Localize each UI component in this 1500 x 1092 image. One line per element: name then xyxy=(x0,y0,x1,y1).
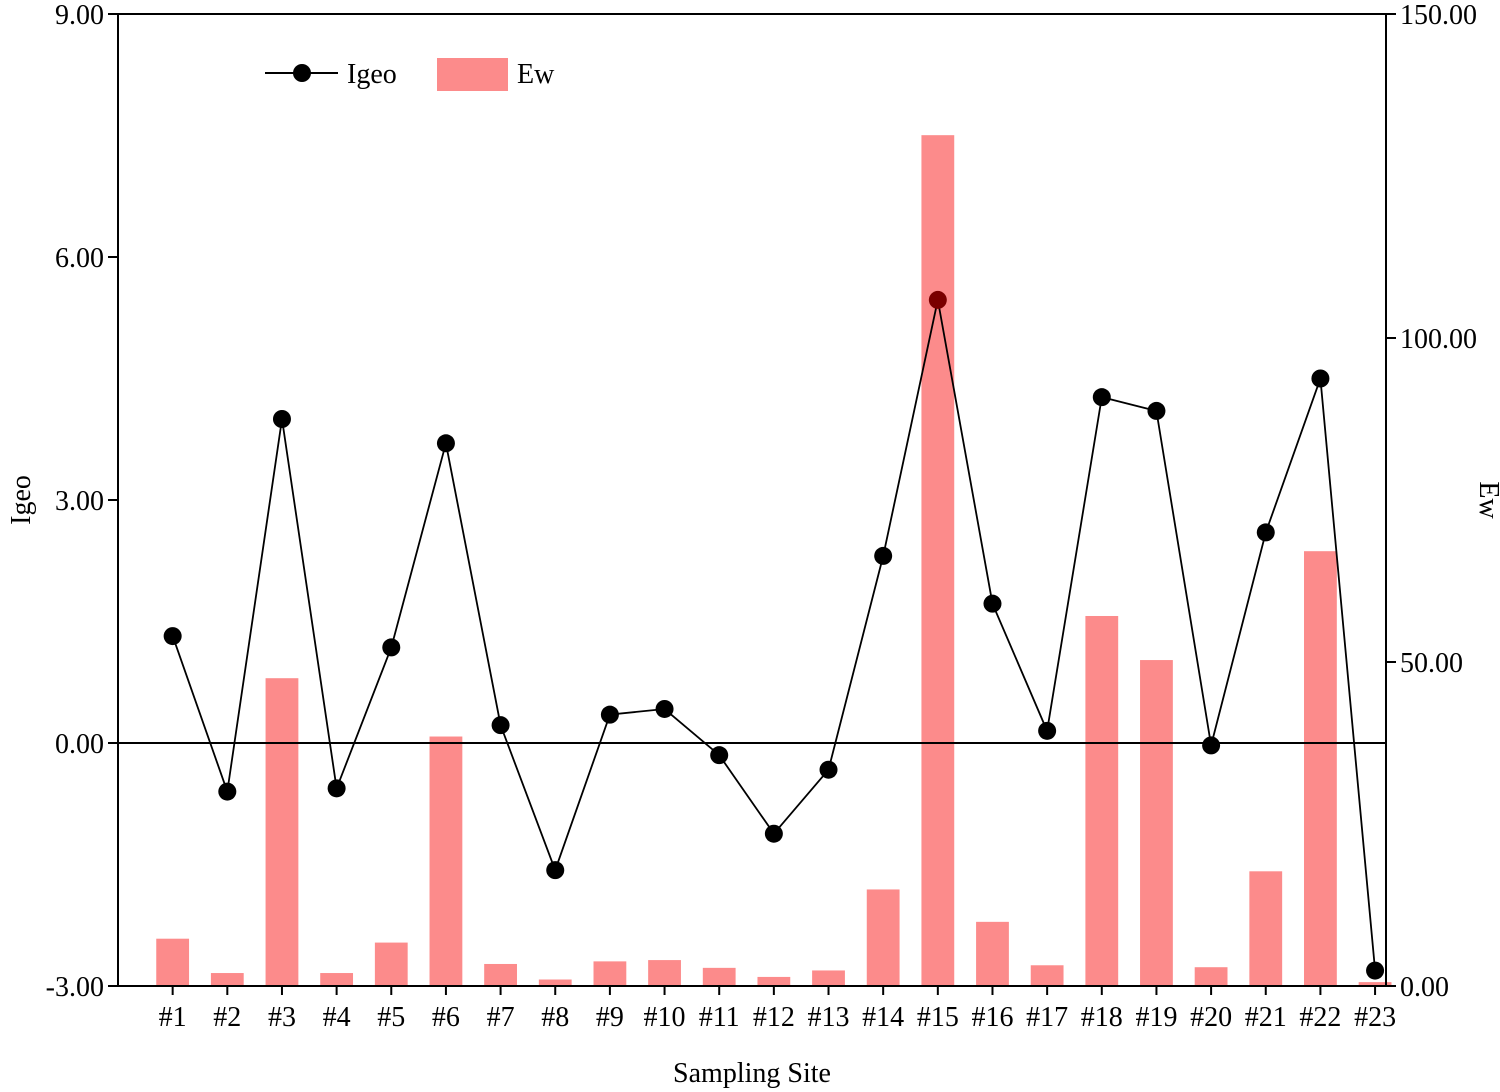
legend: Igeo Ew xyxy=(265,58,555,91)
x-tick-label-17: #17 xyxy=(1026,1002,1068,1033)
x-tick-label-19: #19 xyxy=(1135,1002,1177,1033)
x-tick-label-15: #15 xyxy=(917,1002,959,1033)
right-tick-label-1: 50.00 xyxy=(1400,648,1463,679)
igeo-point-13 xyxy=(819,760,838,779)
igeo-point-15 xyxy=(928,290,947,309)
ew-bar-5 xyxy=(374,942,408,986)
ew-bar-20 xyxy=(1194,967,1228,986)
ew-bar-23 xyxy=(1358,982,1392,986)
igeo-point-21 xyxy=(1256,523,1275,542)
left-tick-label-4: 9.00 xyxy=(55,0,104,31)
x-tick-label-14: #14 xyxy=(862,1002,904,1033)
x-tick-label-8: #8 xyxy=(541,1002,569,1033)
x-axis-title: Sampling Site xyxy=(673,1058,831,1089)
left-tick-label-1: 0.00 xyxy=(55,729,104,760)
right-tick-label-3: 150.00 xyxy=(1400,0,1477,31)
y-axis-title: Igeo xyxy=(6,475,37,525)
x-axis: #1 #2 #3 #4 #5 #6 #7 #8 #9 #10 #11 #12 #13 #14 #15 #16 #… xyxy=(159,986,1396,1033)
igeo-point-6 xyxy=(436,434,455,453)
ew-bar-1 xyxy=(156,938,190,986)
igeo-point-20 xyxy=(1202,736,1221,755)
ew-bar-21 xyxy=(1249,871,1283,986)
ew-bar-18 xyxy=(1085,615,1119,986)
x-tick-label-16: #16 xyxy=(971,1002,1013,1033)
x-tick-label-22: #22 xyxy=(1299,1002,1341,1033)
right-axis: 0.00 50.00 100.00 150.00 xyxy=(1386,0,1477,1003)
left-tick-label-0: -3.00 xyxy=(46,972,104,1003)
ew-bar-12 xyxy=(757,976,791,986)
x-tick-label-6: #6 xyxy=(432,1002,460,1033)
left-tick-label-2: 3.00 xyxy=(55,486,104,517)
x-tick-label-2: #2 xyxy=(213,1002,241,1033)
ew-bar-4 xyxy=(320,973,354,986)
igeo-point-10 xyxy=(655,699,674,718)
left-axis: -3.00 0.00 3.00 6.00 9.00 xyxy=(46,0,118,1003)
ew-bar-22 xyxy=(1304,551,1337,986)
x-tick-label-5: #5 xyxy=(377,1002,405,1033)
ew-bars xyxy=(156,135,1392,986)
igeo-point-16 xyxy=(983,594,1002,613)
x-tick-label-9: #9 xyxy=(596,1002,624,1033)
right-tick-label-2: 100.00 xyxy=(1400,324,1477,355)
ew-bar-9 xyxy=(593,961,627,986)
igeo-points xyxy=(163,290,1385,980)
x-tick-label-7: #7 xyxy=(487,1002,515,1033)
igeo-point-18 xyxy=(1092,388,1111,407)
igeo-point-9 xyxy=(600,705,619,724)
igeo-point-23 xyxy=(1366,961,1385,980)
igeo-point-8 xyxy=(546,861,565,880)
plot-frame xyxy=(117,13,1387,987)
igeo-polyline xyxy=(171,299,1376,971)
x-tick-label-13: #13 xyxy=(808,1002,850,1033)
x-tick-label-1: #1 xyxy=(159,1002,187,1033)
igeo-point-1 xyxy=(163,627,182,646)
igeo-point-7 xyxy=(491,716,510,735)
ew-bar-10 xyxy=(648,960,681,986)
y2-axis-title: Ew xyxy=(1473,481,1500,519)
ew-bar-6 xyxy=(429,736,463,986)
x-tick-label-11: #11 xyxy=(699,1002,740,1033)
ew-bar-8 xyxy=(538,979,572,986)
ew-bar-14 xyxy=(866,889,900,986)
ew-bar-7 xyxy=(484,963,517,986)
x-tick-label-21: #21 xyxy=(1245,1002,1287,1033)
legend-ew-swatch xyxy=(437,58,508,91)
igeo-point-4 xyxy=(327,779,346,798)
x-tick-label-10: #10 xyxy=(644,1002,686,1033)
ew-bar-17 xyxy=(1030,965,1064,986)
right-tick-label-0: 0.00 xyxy=(1400,972,1449,1003)
ew-bar-2 xyxy=(210,973,244,986)
ew-bar-13 xyxy=(812,970,845,986)
ew-bar-16 xyxy=(976,921,1009,986)
igeo-point-19 xyxy=(1147,401,1166,420)
ew-bar-19 xyxy=(1140,660,1173,986)
x-tick-label-23: #23 xyxy=(1354,1002,1396,1033)
igeo-point-11 xyxy=(710,746,729,765)
x-tick-label-12: #12 xyxy=(753,1002,795,1033)
ew-bar-15 xyxy=(921,135,955,986)
x-tick-label-4: #4 xyxy=(323,1002,351,1033)
igeo-point-14 xyxy=(874,546,893,565)
legend-igeo-marker xyxy=(293,64,311,82)
igeo-point-12 xyxy=(764,824,783,843)
x-tick-label-3: #3 xyxy=(268,1002,296,1033)
igeo-line xyxy=(171,299,1376,971)
legend-igeo-label: Igeo xyxy=(347,59,397,90)
igeo-point-5 xyxy=(382,638,401,657)
legend-ew-label: Ew xyxy=(517,59,555,90)
ew-bar-11 xyxy=(702,967,736,986)
x-tick-label-18: #18 xyxy=(1081,1002,1123,1033)
ew-bar-3 xyxy=(265,678,299,986)
left-tick-label-3: 6.00 xyxy=(55,243,104,274)
igeo-point-17 xyxy=(1038,721,1057,740)
igeo-point-22 xyxy=(1311,369,1330,388)
igeo-point-3 xyxy=(272,410,291,428)
x-tick-label-20: #20 xyxy=(1190,1002,1232,1033)
igeo-point-2 xyxy=(218,782,237,801)
